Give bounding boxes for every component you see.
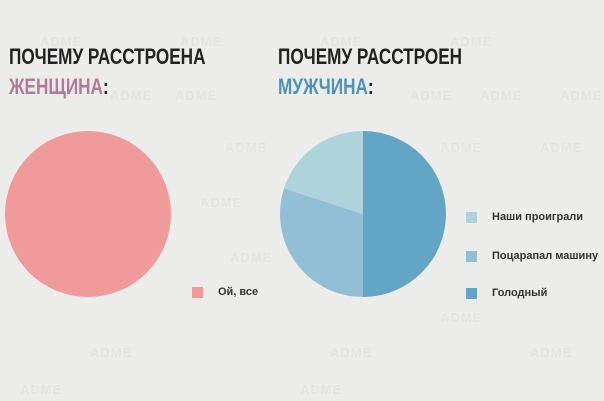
- left-title-line1: ПОЧЕМУ РАССТРОЕНА: [9, 44, 206, 69]
- watermark: ADME: [200, 195, 242, 210]
- pie-slice-golodny: [363, 131, 446, 297]
- left-pie-chart: [5, 131, 171, 297]
- right-pie-chart: [279, 131, 446, 297]
- left-chart-title: ПОЧЕМУ РАССТРОЕНА ЖЕНЩИНА:: [9, 42, 205, 102]
- left-title-line2: ЖЕНЩИНА:: [9, 72, 205, 102]
- watermark: ADME: [230, 250, 272, 265]
- legend-label: Ой, все: [218, 286, 259, 298]
- legend-swatch: [192, 286, 203, 298]
- watermark: ADME: [530, 345, 572, 360]
- left-legend-item: Ой, все: [192, 286, 258, 298]
- legend-label: Наши проиграли: [492, 211, 584, 223]
- pie-slice-oy-vse: [5, 131, 171, 297]
- left-title-accent: ЖЕНЩИНА: [9, 74, 103, 99]
- legend-label: Голодный: [492, 287, 548, 299]
- watermark: ADME: [90, 345, 132, 360]
- watermark: ADME: [560, 88, 602, 103]
- watermark: ADME: [540, 140, 582, 155]
- watermark: ADME: [480, 88, 522, 103]
- pie-slice-nashi-proigrali: [284, 131, 363, 214]
- pie-slice-potsarapal-mashinu: [279, 188, 363, 297]
- watermark: ADME: [20, 382, 62, 397]
- legend-label: Поцарапал машину: [492, 250, 599, 262]
- right-title-colon: :: [367, 74, 374, 99]
- right-legend-item: Голодный: [466, 287, 547, 299]
- right-legend-item: Наши проиграли: [466, 211, 583, 223]
- right-title-accent: МУЖЧИНА: [278, 74, 368, 99]
- right-chart-title: ПОЧЕМУ РАССТРОЕН МУЖЧИНА:: [278, 42, 462, 102]
- right-title-line2: МУЖЧИНА:: [278, 72, 462, 102]
- legend-swatch: [466, 211, 477, 223]
- left-title-colon: :: [102, 74, 109, 99]
- watermark: ADME: [300, 382, 342, 397]
- legend-swatch: [466, 287, 477, 299]
- right-legend-item: Поцарапал машину: [466, 250, 598, 262]
- right-title-line1: ПОЧЕМУ РАССТРОЕН: [278, 44, 463, 69]
- watermark: ADME: [330, 345, 372, 360]
- watermark: ADME: [440, 310, 482, 325]
- watermark: ADME: [225, 140, 267, 155]
- legend-swatch: [466, 250, 477, 262]
